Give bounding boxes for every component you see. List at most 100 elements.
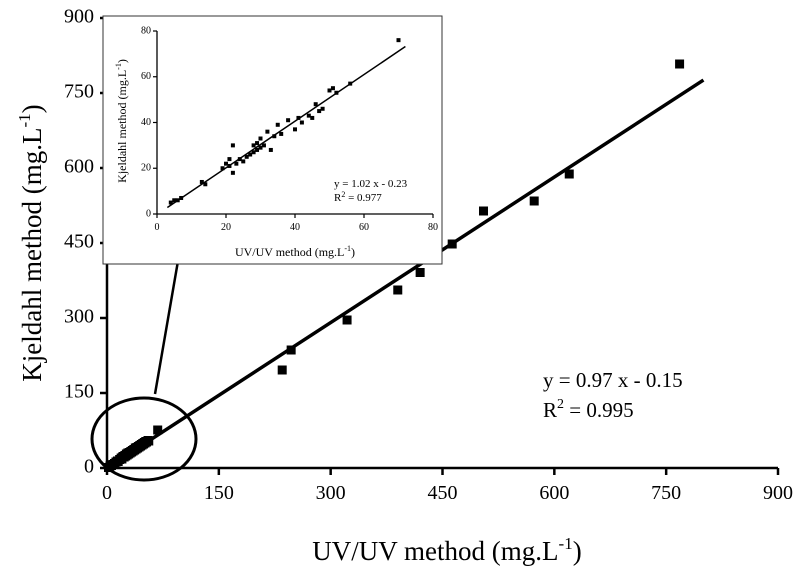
main-x-tick-label: 300 <box>316 482 346 504</box>
inset-data-point <box>241 159 246 164</box>
inset-data-point <box>317 109 322 114</box>
main-r-squared: R2 = 0.995 <box>543 397 634 422</box>
main-data-point <box>479 206 489 216</box>
main-x-tick-label: 0 <box>102 482 112 504</box>
inset-y-tick-label: 60 <box>141 71 151 82</box>
main-x-tick-label: 750 <box>651 482 681 504</box>
inset-data-point <box>230 143 235 148</box>
inset-data-point <box>234 161 239 166</box>
main-data-point <box>675 59 685 69</box>
inset-x-tick-label: 0 <box>155 222 160 233</box>
inset-x-tick-label: 80 <box>428 222 438 233</box>
inset-data-point <box>244 154 249 159</box>
inset-data-point <box>237 157 242 162</box>
main-y-ticks: 0 150 300 450 600 750 900 <box>64 6 107 478</box>
inset-data-point <box>179 195 184 200</box>
main-x-axis-title: UV/UV method (mg.L-1) <box>312 534 581 566</box>
inset-data-point <box>251 143 256 148</box>
inset-fit-line <box>166 45 406 209</box>
main-y-tick-label: 600 <box>64 156 94 178</box>
main-y-tick-label: 150 <box>64 381 94 403</box>
inset-r-squared: R2 = 0.977 <box>334 190 382 204</box>
inset-data-point <box>327 88 332 93</box>
main-data-point <box>393 285 403 295</box>
inset-data-point <box>258 145 263 150</box>
main-fit-line <box>106 78 705 470</box>
inset-data-point <box>334 90 339 95</box>
main-data-point <box>415 268 425 277</box>
main-y-tick-label: 750 <box>64 81 94 103</box>
inset-frame <box>102 15 443 265</box>
main-x-tick-label: 450 <box>428 482 458 504</box>
inset-data-point <box>330 86 335 91</box>
inset-data-point <box>255 147 260 152</box>
inset-data-point <box>199 179 204 184</box>
main-data-point <box>144 436 154 446</box>
inset-data-point <box>203 182 208 187</box>
inset-x-tick-label: 20 <box>221 222 231 233</box>
inset-fit-line-group <box>166 45 406 209</box>
main-equation: y = 0.97 x - 0.15 <box>543 368 683 392</box>
main-data-point <box>286 345 296 355</box>
inset-data-point <box>396 38 401 43</box>
inset-data-point <box>168 200 173 205</box>
inset-data-point <box>310 115 315 120</box>
inset-data-point <box>175 198 180 203</box>
inset-data-point <box>313 102 318 107</box>
inset-x-tick-label: 40 <box>290 222 300 233</box>
main-data-point <box>342 315 352 325</box>
main-x-ticks: 0 150 300 450 600 750 900 <box>102 468 793 504</box>
inset-data-point <box>230 170 235 175</box>
inset-x-tick-label: 60 <box>359 222 369 233</box>
inset-plot: 0 20 40 60 80 0 20 40 60 80 UV/UV method (mg.L-1… <box>102 15 443 265</box>
main-data-point <box>447 239 457 249</box>
inset-data-point <box>275 122 280 127</box>
inset-data-point <box>248 152 253 157</box>
main-data-point <box>153 425 163 435</box>
inset-y-tick-label: 40 <box>141 117 151 128</box>
main-y-tick-label: 450 <box>64 231 94 253</box>
inset-data-point <box>172 198 177 203</box>
inset-equation: y = 1.02 x - 0.23 <box>334 178 408 190</box>
inset-data-point <box>348 81 353 86</box>
main-fit-line-group <box>106 78 705 470</box>
main-y-axis-title: Kjeldahl method (mg.L-1) <box>15 104 47 381</box>
inset-data-point <box>265 129 270 134</box>
inset-data-point <box>268 147 273 152</box>
inset-data-point <box>261 143 266 148</box>
inset-y-tick-label: 80 <box>141 25 151 36</box>
inset-x-axis-title: UV/UV method (mg.L-1) <box>235 244 355 259</box>
main-y-tick-label: 0 <box>84 456 94 478</box>
main-x-tick-label: 150 <box>204 482 234 504</box>
main-points-group <box>103 59 685 472</box>
inset-data-point <box>272 134 277 139</box>
inset-y-axis-title: Kjeldahl method (mg.L-1) <box>114 59 129 183</box>
main-data-point <box>564 169 574 179</box>
inset-points-group <box>168 38 401 205</box>
inset-data-point <box>293 127 297 132</box>
inset-data-point <box>220 166 225 171</box>
inset-data-point <box>224 161 228 166</box>
inset-data-point <box>258 136 263 141</box>
main-y-tick-label: 900 <box>64 6 94 28</box>
inset-data-point <box>296 115 301 120</box>
main-y-tick-label: 300 <box>64 306 94 328</box>
inset-data-point <box>251 150 256 155</box>
main-data-point <box>529 196 539 206</box>
inset-data-point <box>286 118 291 123</box>
inset-data-point <box>227 157 232 162</box>
inset-data-point <box>320 106 325 111</box>
main-x-tick-label: 600 <box>539 482 569 504</box>
inset-data-point <box>279 131 284 136</box>
main-x-tick-label: 900 <box>763 482 793 504</box>
main-data-point <box>277 365 287 375</box>
inset-y-tick-label: 20 <box>141 163 151 174</box>
inset-data-point <box>227 163 232 168</box>
inset-data-point <box>255 141 260 146</box>
inset-x-ticks: 0 20 40 60 80 <box>155 214 438 233</box>
inset-y-tick-label: 0 <box>146 208 151 219</box>
inset-y-ticks: 0 20 40 60 80 <box>141 25 157 219</box>
inset-data-point <box>306 113 311 118</box>
inset-data-point <box>299 120 304 125</box>
